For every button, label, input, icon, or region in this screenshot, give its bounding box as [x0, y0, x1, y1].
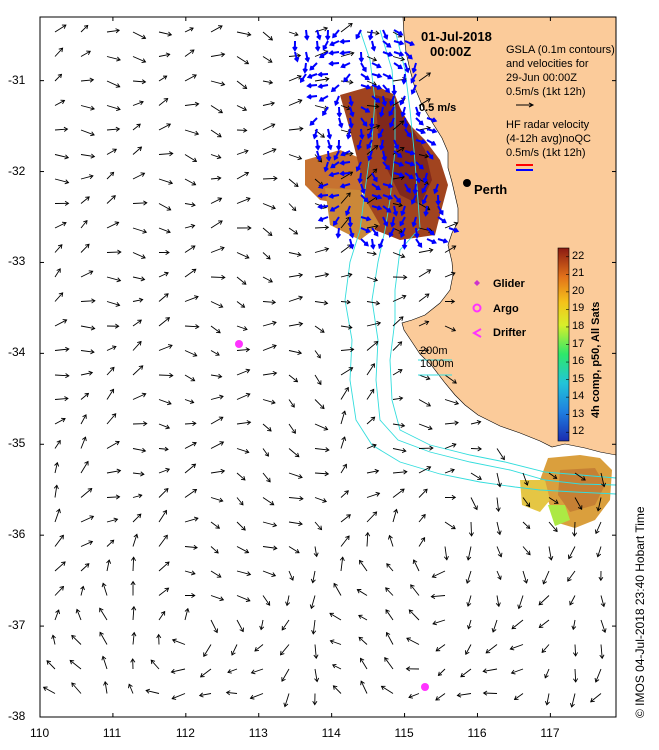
- hf-legend-line-2: (4-12h avg)noQC: [506, 133, 591, 145]
- colorbar-tick-label: 12: [572, 425, 585, 438]
- hf-legend-line-1: HF radar velocity: [506, 119, 590, 131]
- gsla-legend-line-4: 0.5m/s (1kt 12h): [506, 86, 586, 98]
- lon-tick-label: 113: [248, 726, 268, 740]
- gsla-legend-line-2: and velocities for: [506, 58, 589, 70]
- lat-tick-label: -33: [8, 254, 26, 269]
- lat-tick-label: -38: [8, 709, 26, 723]
- argo-legend-icon: [472, 303, 482, 313]
- colorbar-tick-label: 13: [572, 407, 585, 420]
- gsla-legend-line-3: 29-Jun 00:00Z: [506, 72, 577, 84]
- colorbar-tick-label: 22: [572, 249, 585, 262]
- perth-label: Perth: [474, 182, 508, 197]
- drifter-legend-icon: [471, 328, 482, 338]
- lat-tick-label: -34: [8, 345, 26, 360]
- lat-tick-label: -36: [8, 527, 26, 542]
- colorbar-tick-label: 17: [572, 337, 585, 350]
- glider-legend-label: Glider: [493, 278, 525, 290]
- lon-tick-label: 115: [394, 726, 414, 740]
- lat-tick-label: -31: [8, 72, 26, 87]
- lon-tick-label: 112: [175, 726, 195, 740]
- argo-float-marker: [235, 340, 243, 348]
- lat-tick-label: -35: [8, 436, 26, 451]
- colorbar-ticks: [566, 256, 569, 433]
- colorbar-tick-label: 18: [572, 319, 585, 332]
- lat-tick-label: -37: [8, 618, 26, 633]
- lat-tick-label: -32: [8, 163, 26, 178]
- colorbar-tick-label: 15: [572, 372, 585, 385]
- lon-tick-label: 116: [467, 726, 487, 740]
- imos-credit: © IMOS 04-Jul-2018 23:40 Hobart Time: [633, 506, 647, 718]
- hf-legend-line-3: 0.5m/s (1kt 12h): [506, 147, 586, 159]
- colorbar-tick-label: 19: [572, 302, 585, 315]
- perth-city-marker: [463, 179, 471, 187]
- lon-tick-label: 111: [102, 726, 122, 740]
- isobath-label-1000m: 1000m: [420, 358, 454, 370]
- axis-ticks: [39, 17, 616, 718]
- colorbar-label: 4h comp, p50, All Sats: [590, 301, 602, 418]
- gsla-legend-line-1: GSLA (0.1m contours): [506, 44, 615, 56]
- lon-tick-label: 117: [540, 726, 560, 740]
- plot-frame: [39, 16, 617, 718]
- lon-tick-label: 110: [30, 726, 50, 740]
- colorbar-tick-label: 20: [572, 284, 585, 297]
- hf-radar-vectors: [292, 29, 460, 250]
- colorbar-tick-label: 16: [572, 355, 585, 368]
- argo-float-marker: [421, 683, 429, 691]
- colorbar-tick-label: 14: [572, 390, 585, 403]
- lon-tick-label: 114: [321, 726, 341, 740]
- map-date-title: 01-Jul-2018: [421, 29, 492, 44]
- drifter-legend-label: Drifter: [493, 327, 527, 339]
- map-time-title: 00:00Z: [430, 44, 472, 59]
- colorbar-tick-label: 21: [572, 267, 585, 280]
- argo-legend-label: Argo: [493, 303, 519, 315]
- velocity-scale-label: 0.5 m/s: [419, 102, 457, 114]
- isobath-label-200m: 200m: [420, 345, 448, 357]
- glider-legend-icon: [474, 280, 480, 286]
